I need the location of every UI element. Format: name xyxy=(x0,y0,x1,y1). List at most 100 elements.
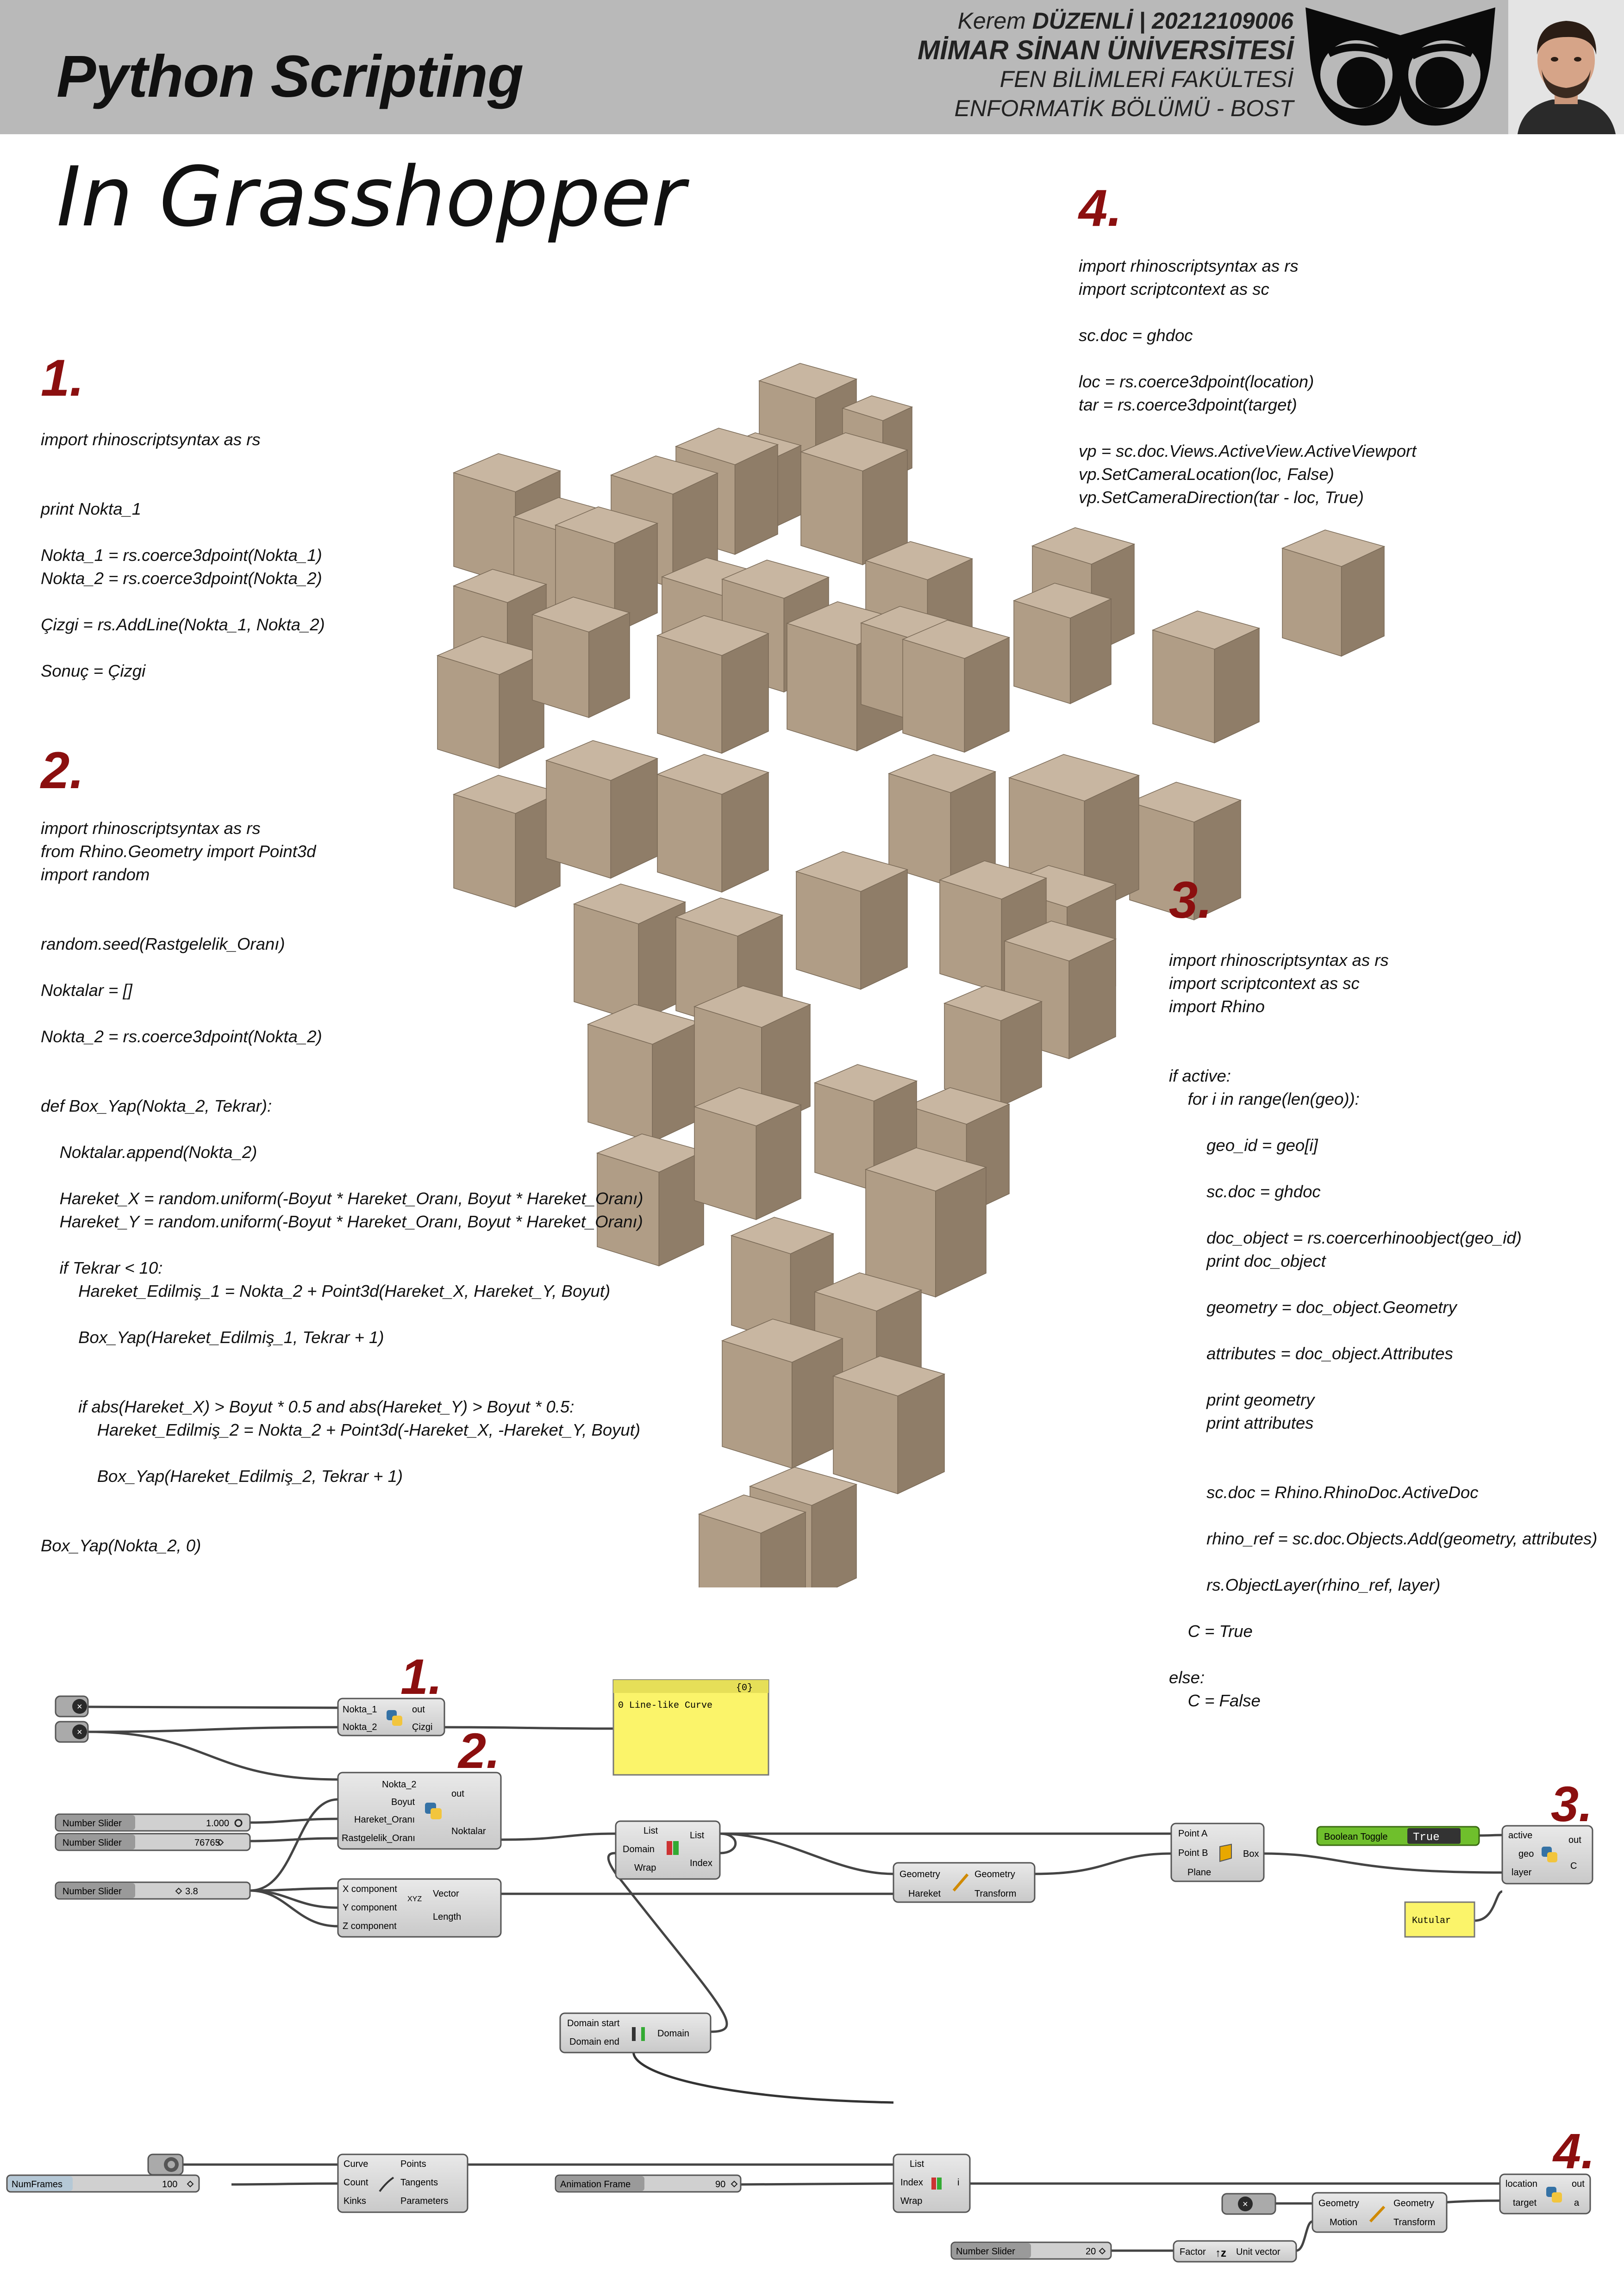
gh-port-label: a xyxy=(1574,2198,1580,2208)
cube xyxy=(554,506,659,634)
slider-label: Number Slider xyxy=(956,2246,1015,2257)
cube xyxy=(943,985,1043,1107)
python-icon xyxy=(425,1803,442,1819)
gh-port-label: Geometry xyxy=(1318,2198,1359,2209)
gh-number-slider-1[interactable]: Number Slider 1.000 xyxy=(55,1813,251,1832)
gh-port-label: Point A xyxy=(1178,1829,1208,1839)
gh-vector-xyz-component[interactable]: X component Y component Z component XYZ … xyxy=(337,1878,502,1938)
section-number-2: 2. xyxy=(41,741,84,799)
toggle-label: Boolean Toggle xyxy=(1324,1832,1388,1842)
python-icon xyxy=(387,1710,402,1726)
gh-port-label: X component xyxy=(343,1884,397,1894)
gh-boolean-toggle[interactable]: Boolean Toggle True xyxy=(1316,1826,1480,1846)
gh-port-label: Length xyxy=(433,1912,461,1922)
gh-port-label: location xyxy=(1505,2179,1537,2189)
cube xyxy=(887,754,997,887)
gh-box-component[interactable]: Point A Point B Plane Box xyxy=(1170,1823,1265,1882)
gh-port-label: Nokta_2 xyxy=(343,1722,377,1732)
gh-port-label: Hareket xyxy=(908,1889,941,1899)
gh-section-number-3: 3. xyxy=(1551,1776,1593,1832)
gh-port-label: C xyxy=(1570,1861,1577,1871)
gh-move-component-2[interactable]: Geometry Motion Geometry Transform xyxy=(1312,2192,1448,2233)
cube xyxy=(693,1087,802,1220)
gh-port-label: Geometry xyxy=(899,1869,940,1879)
cube xyxy=(800,432,909,566)
gh-animation-frame-slider[interactable]: Animation Frame 90 xyxy=(555,2174,742,2193)
avatar xyxy=(1508,0,1624,134)
gh-move-component[interactable]: Geometry Hareket Geometry Transform xyxy=(893,1862,1036,1903)
gh-python-component-2[interactable]: Nokta_2 Boyut Hareket_Oranı Rastgelelik_… xyxy=(337,1772,502,1850)
gh-panel-output[interactable]: {0} 0 Line-like Curve xyxy=(612,1679,769,1776)
slider-value: 76765 xyxy=(194,1838,220,1848)
gh-port-label: layer xyxy=(1512,1867,1532,1878)
university-name: MİMAR SİNAN ÜNİVERSİTESİ xyxy=(917,35,1293,65)
gh-python-component-1[interactable]: Nokta_1 Nokta_2 out Çizgi xyxy=(337,1698,445,1736)
slider-label: Number Slider xyxy=(62,1818,122,1829)
cube xyxy=(656,754,770,893)
cube xyxy=(1128,782,1242,921)
gh-port-label: Count xyxy=(344,2178,369,2188)
slider-value: 90 xyxy=(715,2179,725,2190)
cube xyxy=(1281,529,1386,657)
gh-curve-param[interactable] xyxy=(147,2153,184,2176)
gh-construct-domain-component[interactable]: Domain start Domain end Domain xyxy=(559,2012,712,2053)
gh-point-param-1[interactable]: × xyxy=(55,1695,89,1717)
cube xyxy=(587,1004,700,1143)
list-item-icon xyxy=(931,2178,942,2190)
page-title: Python Scripting xyxy=(56,44,524,110)
gh-python-component-3[interactable]: active geo layer out C xyxy=(1501,1825,1593,1885)
gh-port-label: Box xyxy=(1243,1849,1259,1859)
gh-divide-curve-component[interactable]: Curve Count Kinks Points Tangents Parame… xyxy=(337,2153,468,2213)
divide-icon xyxy=(379,2177,394,2192)
gh-port-label: target xyxy=(1513,2198,1537,2208)
gh-port-label: Nokta_2 xyxy=(382,1780,417,1790)
gh-port-label: Noktalar xyxy=(451,1826,486,1836)
gh-port-label: Nokta_1 xyxy=(343,1705,377,1715)
cube xyxy=(832,1356,946,1494)
slider-value: 3.8 xyxy=(185,1886,198,1897)
code-block-3: import rhinoscriptsyntax as rs import sc… xyxy=(1169,951,1598,1710)
gh-port-label: Points xyxy=(400,2159,426,2169)
gh-list-item-component-2[interactable]: List Index Wrap i xyxy=(893,2153,971,2213)
gh-number-slider-4[interactable]: Number Slider 20 xyxy=(950,2241,1112,2260)
gh-point-param-3[interactable]: × xyxy=(1221,2193,1276,2215)
cube xyxy=(573,884,687,1022)
gh-port-label: Transform xyxy=(1393,2217,1435,2228)
point-x-icon: × xyxy=(1243,2199,1248,2209)
gh-python-component-4[interactable]: location target out a xyxy=(1499,2173,1591,2215)
gh-number-slider-2[interactable]: Number Slider 76765 xyxy=(55,1833,251,1851)
point-x-icon: × xyxy=(77,1727,82,1737)
toggle-value: True xyxy=(1413,1831,1440,1844)
gh-port-label: Geometry xyxy=(1393,2198,1434,2209)
gh-panel-layer[interactable]: Kutular xyxy=(1404,1901,1475,1938)
cube xyxy=(864,1147,987,1298)
gh-port-label: Motion xyxy=(1330,2217,1357,2228)
domain-icon xyxy=(632,2027,645,2041)
gh-port-label: out xyxy=(412,1705,425,1715)
cube xyxy=(1012,583,1112,704)
xyz-icon: XYZ xyxy=(407,1895,422,1903)
gh-port-label: Point B xyxy=(1178,1848,1208,1858)
point-x-icon: × xyxy=(77,1702,82,1712)
cube xyxy=(698,1494,807,1587)
python-icon xyxy=(1542,1847,1557,1862)
cube xyxy=(436,636,545,769)
gh-port-label: Parameters xyxy=(400,2196,448,2206)
gh-port-label: Vector xyxy=(433,1889,459,1899)
move-icon xyxy=(1369,2205,1386,2223)
gh-section-number-2: 2. xyxy=(457,1723,500,1779)
gh-port-label: i xyxy=(957,2178,959,2188)
gh-port-label: Wrap xyxy=(900,2196,922,2206)
gh-list-item-component[interactable]: List Domain Wrap List Index xyxy=(615,1820,721,1880)
gh-port-label: Unit vector xyxy=(1236,2247,1280,2257)
code-block-1: import rhinoscriptsyntax as rs print Nok… xyxy=(41,430,325,680)
gh-point-param-2[interactable]: × xyxy=(55,1721,89,1743)
gh-port-label: Factor xyxy=(1180,2247,1206,2257)
grasshopper-canvas[interactable]: Nokta_1 Nokta_2 out Çizgi 1. × × {0} 0 L… xyxy=(0,1648,1624,2296)
list-item-icon xyxy=(667,1841,679,1855)
gh-port-label: Boyut xyxy=(391,1797,415,1807)
gh-numframes-slider[interactable]: NumFrames 100 xyxy=(6,2174,200,2193)
gh-unit-vector-component[interactable]: Factor Unit vector ↑z xyxy=(1173,2240,1297,2263)
gh-number-slider-3[interactable]: Number Slider 3.8 xyxy=(55,1881,251,1900)
recursive-boxes-render xyxy=(436,363,1386,1587)
